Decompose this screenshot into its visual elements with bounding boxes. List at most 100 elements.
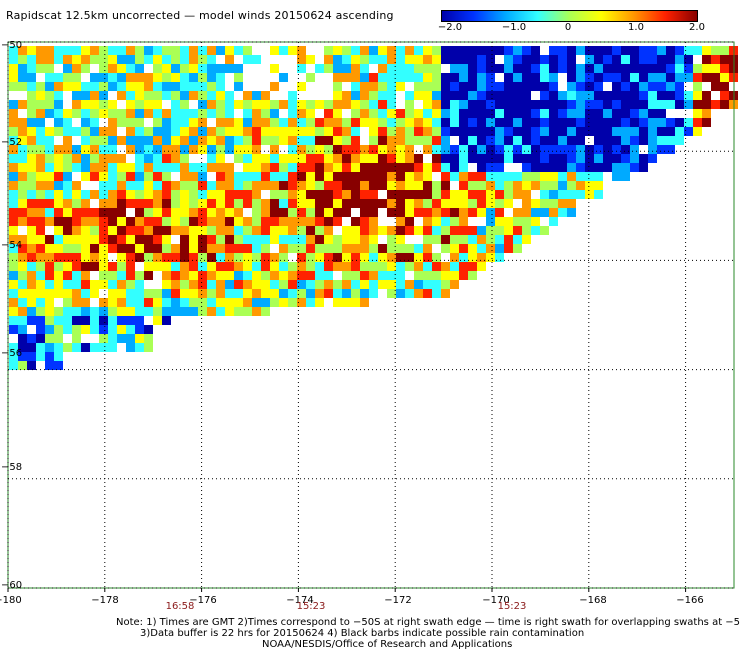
wind-cell xyxy=(261,118,270,127)
wind-cell xyxy=(405,91,414,100)
wind-cell xyxy=(459,73,468,82)
wind-cell xyxy=(171,262,180,271)
wind-cell xyxy=(432,262,441,271)
wind-cell xyxy=(378,55,387,64)
wind-cell xyxy=(27,316,36,325)
wind-cell xyxy=(27,73,36,82)
wind-cell xyxy=(198,307,207,316)
wind-cell xyxy=(27,46,36,55)
wind-cell xyxy=(414,73,423,82)
wind-cell xyxy=(324,253,333,262)
wind-cell xyxy=(261,181,270,190)
wind-cell xyxy=(72,226,81,235)
wind-cell xyxy=(423,73,432,82)
wind-cell xyxy=(18,262,27,271)
wind-cell xyxy=(540,163,549,172)
wind-cell xyxy=(54,145,63,154)
wind-cell xyxy=(459,109,468,118)
wind-cell xyxy=(405,217,414,226)
wind-cell xyxy=(153,307,162,316)
wind-cell xyxy=(162,307,171,316)
wind-cell xyxy=(117,226,126,235)
wind-cell xyxy=(684,73,693,82)
wind-cell xyxy=(27,235,36,244)
swath-time-label: 15:23 xyxy=(296,601,326,612)
wind-cell xyxy=(405,262,414,271)
wind-cell xyxy=(108,154,117,163)
wind-cell xyxy=(657,109,666,118)
wind-cell xyxy=(18,334,27,343)
wind-cell xyxy=(531,181,540,190)
wind-cell xyxy=(432,118,441,127)
wind-cell xyxy=(351,262,360,271)
wind-cell xyxy=(54,100,63,109)
wind-cell xyxy=(360,235,369,244)
wind-cell xyxy=(243,46,252,55)
wind-cell xyxy=(297,235,306,244)
wind-cell xyxy=(27,127,36,136)
wind-cell xyxy=(396,136,405,145)
wind-cell xyxy=(612,91,621,100)
wind-cell xyxy=(603,73,612,82)
wind-cell xyxy=(108,109,117,118)
wind-cell xyxy=(117,199,126,208)
wind-cell xyxy=(387,73,396,82)
wind-cell xyxy=(225,262,234,271)
wind-cell xyxy=(54,253,63,262)
wind-cell xyxy=(360,82,369,91)
wind-cell xyxy=(18,181,27,190)
wind-cell xyxy=(243,163,252,172)
wind-cell xyxy=(99,226,108,235)
wind-cell xyxy=(225,181,234,190)
wind-cell xyxy=(153,163,162,172)
wind-cell xyxy=(117,217,126,226)
wind-cell xyxy=(45,91,54,100)
wind-cell xyxy=(234,262,243,271)
wind-cell xyxy=(54,118,63,127)
wind-cell xyxy=(360,64,369,73)
wind-cell xyxy=(288,91,297,100)
wind-cell xyxy=(207,199,216,208)
wind-cell xyxy=(153,181,162,190)
wind-cell xyxy=(666,145,675,154)
wind-cell xyxy=(288,280,297,289)
wind-cell xyxy=(315,244,324,253)
wind-cell xyxy=(90,316,99,325)
wind-cell xyxy=(153,64,162,73)
wind-cell xyxy=(36,244,45,253)
wind-cell xyxy=(603,127,612,136)
wind-cell xyxy=(45,181,54,190)
wind-cell xyxy=(216,127,225,136)
wind-cell xyxy=(135,73,144,82)
wind-cell xyxy=(684,127,693,136)
wind-cell xyxy=(612,64,621,73)
wind-cell xyxy=(216,262,225,271)
wind-cell xyxy=(99,190,108,199)
wind-cell xyxy=(135,109,144,118)
wind-cell xyxy=(270,127,279,136)
wind-cell xyxy=(234,226,243,235)
wind-cell xyxy=(369,208,378,217)
wind-cell xyxy=(531,100,540,109)
wind-cell xyxy=(360,145,369,154)
wind-cell xyxy=(81,64,90,73)
wind-cell xyxy=(423,226,432,235)
wind-cell xyxy=(675,136,684,145)
wind-cell xyxy=(216,181,225,190)
wind-cell xyxy=(243,109,252,118)
wind-cell xyxy=(63,163,72,172)
wind-cell xyxy=(90,145,99,154)
wind-cell xyxy=(18,271,27,280)
wind-cell xyxy=(9,325,18,334)
wind-cell xyxy=(369,55,378,64)
wind-cell xyxy=(324,280,333,289)
wind-cell xyxy=(342,226,351,235)
wind-cell xyxy=(558,154,567,163)
wind-cell xyxy=(612,172,621,181)
wind-cell xyxy=(585,163,594,172)
wind-cell xyxy=(162,154,171,163)
wind-cell xyxy=(522,100,531,109)
wind-cell xyxy=(162,280,171,289)
wind-cell xyxy=(495,64,504,73)
wind-cell xyxy=(81,280,90,289)
